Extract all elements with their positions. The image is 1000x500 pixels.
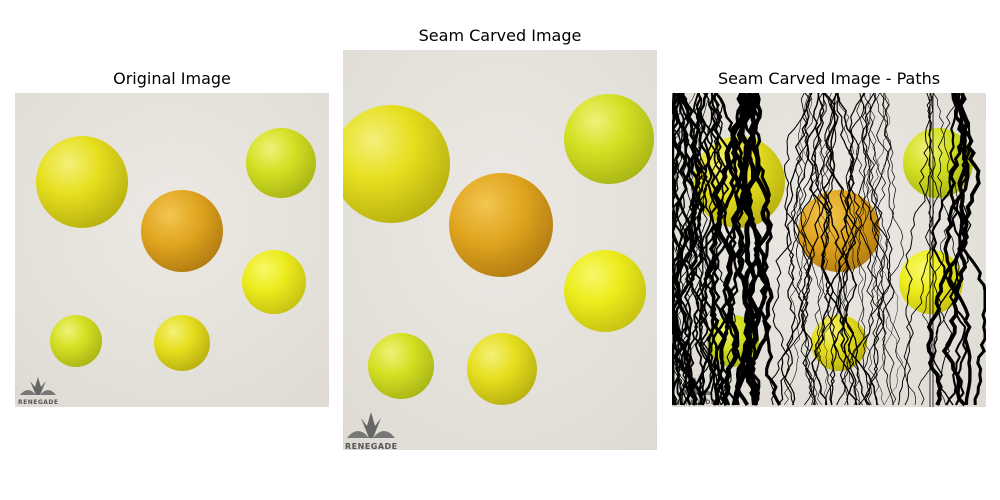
seam-path bbox=[783, 93, 811, 406]
seam-carved-image-title: Seam Carved Image bbox=[418, 26, 582, 45]
renegade-logo: RENEGADE bbox=[345, 412, 398, 450]
original-image-canvas: RENEGADE bbox=[15, 93, 329, 407]
seam-path bbox=[712, 93, 744, 406]
seam-path bbox=[814, 93, 836, 406]
seam-path bbox=[780, 93, 827, 406]
seam-path bbox=[866, 93, 894, 406]
seam-path bbox=[903, 93, 940, 406]
seam-path bbox=[941, 93, 970, 407]
seam-path bbox=[931, 93, 971, 406]
ball bbox=[246, 128, 316, 198]
seam-path bbox=[711, 93, 748, 407]
seam-path bbox=[805, 93, 844, 406]
seam-path bbox=[679, 93, 709, 406]
seam-path bbox=[830, 93, 866, 406]
seam-paths bbox=[672, 93, 986, 407]
seam-path bbox=[769, 93, 812, 406]
ball bbox=[564, 250, 646, 332]
ball bbox=[903, 128, 973, 198]
seam-paths-image: RENEGADE bbox=[672, 93, 986, 407]
seam-path bbox=[800, 93, 825, 406]
seam-path bbox=[839, 93, 866, 406]
renegade-logo: RENEGADE bbox=[18, 377, 59, 406]
ball bbox=[467, 333, 537, 405]
ball bbox=[899, 250, 963, 314]
ball bbox=[564, 94, 654, 184]
seam-path bbox=[679, 93, 708, 406]
seam-path bbox=[898, 93, 932, 406]
seam-path bbox=[874, 93, 904, 406]
seam-path bbox=[771, 93, 811, 406]
ball bbox=[141, 190, 223, 272]
ball bbox=[368, 333, 434, 399]
ball bbox=[242, 250, 306, 314]
seam-path bbox=[730, 93, 762, 406]
seam-path bbox=[800, 93, 826, 406]
seam-paths-image-title: Seam Carved Image - Paths bbox=[717, 69, 941, 88]
seam-carved-image-canvas: RENEGADE bbox=[343, 50, 657, 450]
seam-path bbox=[676, 93, 709, 406]
seam-path bbox=[819, 93, 838, 406]
seam-path bbox=[814, 93, 853, 406]
original-image: RENEGADE bbox=[15, 93, 329, 407]
seam-path bbox=[672, 93, 691, 406]
seam-path bbox=[845, 93, 885, 406]
seam-path bbox=[825, 93, 871, 406]
seam-path bbox=[672, 93, 701, 406]
seam-path bbox=[690, 93, 724, 406]
svg-text:RENEGADE: RENEGADE bbox=[18, 399, 59, 406]
svg-text:RENEGADE: RENEGADE bbox=[345, 442, 398, 450]
seam-path bbox=[918, 93, 960, 406]
original-image-title: Original Image bbox=[113, 69, 231, 88]
seam-paths-canvas: RENEGADE bbox=[672, 93, 986, 407]
seam-path bbox=[863, 93, 895, 406]
seam-path bbox=[698, 93, 727, 406]
seam-path bbox=[777, 93, 813, 406]
seam-path bbox=[862, 93, 892, 406]
ball bbox=[449, 173, 553, 277]
seam-path bbox=[707, 93, 738, 406]
seam-carved-image: RENEGADE bbox=[343, 50, 657, 450]
ball bbox=[798, 190, 880, 272]
seam-path bbox=[836, 93, 891, 406]
seam-path bbox=[706, 93, 754, 406]
seam-path bbox=[843, 93, 877, 406]
ball bbox=[36, 136, 128, 228]
ball bbox=[50, 315, 102, 367]
ball bbox=[343, 105, 450, 223]
seam-path bbox=[854, 93, 880, 406]
ball bbox=[154, 315, 210, 371]
seam-path bbox=[680, 93, 726, 406]
seam-path bbox=[788, 93, 827, 406]
seam-path bbox=[799, 93, 843, 406]
seam-path bbox=[748, 93, 781, 406]
seam-path bbox=[700, 93, 718, 406]
seam-path bbox=[859, 93, 883, 406]
seam-path bbox=[795, 93, 822, 406]
